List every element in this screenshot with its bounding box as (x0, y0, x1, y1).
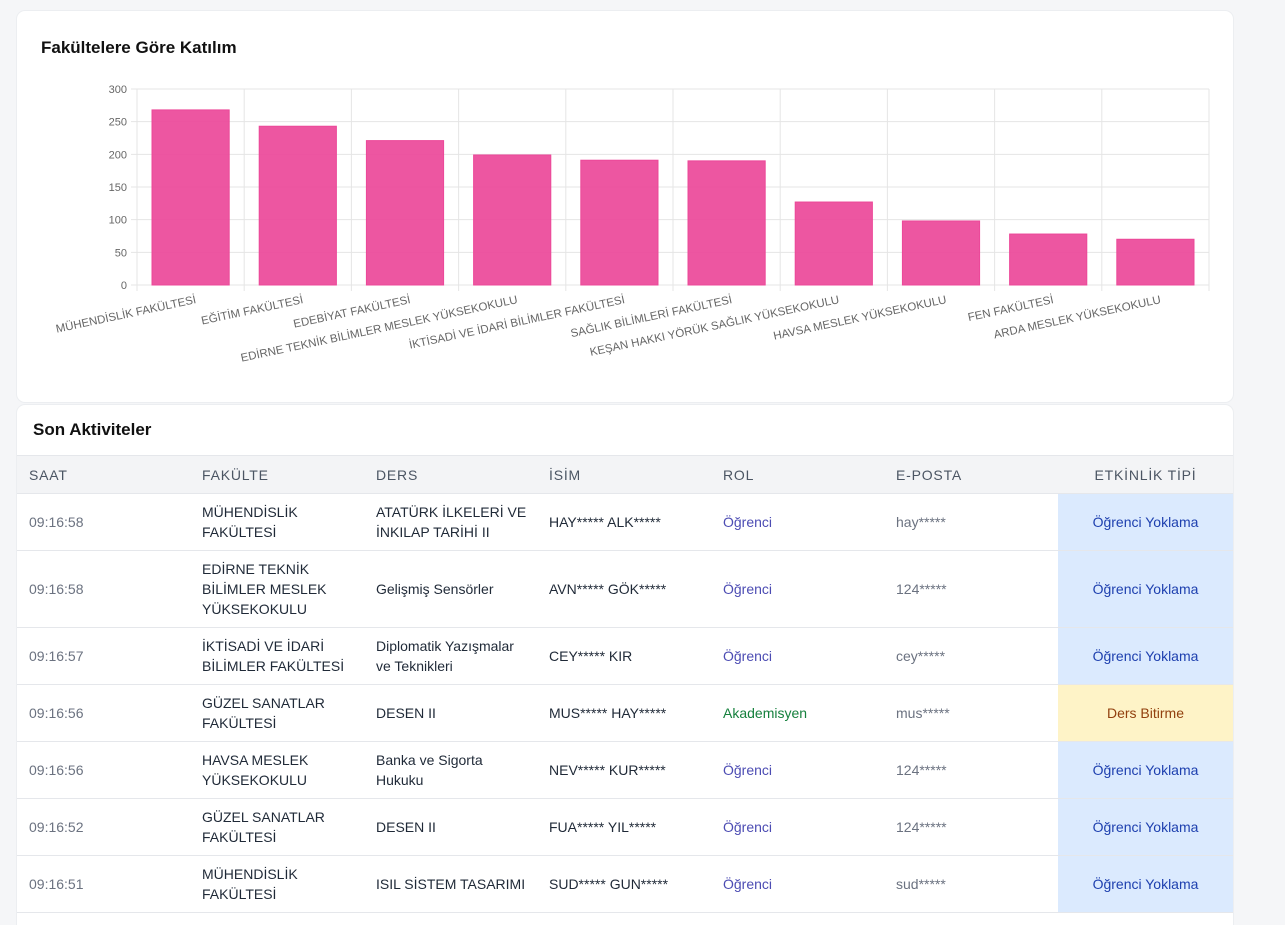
row-activity-type: Öğrenci Yoklama (1058, 550, 1233, 628)
row-email: cey***** (884, 627, 1058, 685)
row-time: 09:16:52 (17, 798, 190, 856)
row-course: DESEN II (364, 798, 537, 856)
x-category-label: MÜHENDİSLİK FAKÜLTESİ (55, 293, 198, 335)
column-header-name[interactable]: İSİM (537, 455, 711, 494)
row-course: Banka ve Sigorta Hukuku (364, 741, 537, 799)
table-row[interactable]: 09:16:58 MÜHENDİSLİK FAKÜLTESİ ATATÜRK İLK… (17, 493, 1233, 551)
row-name: FUA***** YIL***** (537, 798, 711, 856)
row-activity-type: Öğrenci Yoklama (1058, 855, 1233, 913)
row-faculty: MÜHENDİSLİK FAKÜLTESİ (190, 855, 364, 913)
column-header-email[interactable]: E-POSTA (884, 455, 1058, 494)
row-name: SUD***** GUN***** (537, 855, 711, 913)
column-header-role[interactable]: ROL (711, 455, 884, 494)
row-email: hay***** (884, 493, 1058, 551)
row-role: Öğrenci (711, 855, 884, 913)
row-email: 124***** (884, 550, 1058, 628)
x-category-label: HAVSA MESLEK YÜKSEKOKULU (772, 294, 947, 342)
row-role: Öğrenci (711, 798, 884, 856)
row-course: Gelişmiş Sensörler (364, 550, 537, 628)
chart-card: Fakültelere Göre Katılım 0 50 100 150 200 250… (17, 11, 1233, 402)
row-faculty: GÜZEL SANATLAR FAKÜLTESİ (190, 798, 364, 856)
row-faculty: GÜZEL SANATLAR FAKÜLTESİ (190, 684, 364, 742)
activities-table: SAAT FAKÜLTE DERS İSİM ROL E-POSTA ETKİN… (17, 455, 1233, 913)
row-role: Öğrenci (711, 493, 884, 551)
row-faculty: MÜHENDİSLİK FAKÜLTESİ (190, 493, 364, 551)
row-time: 09:16:56 (17, 684, 190, 742)
column-header-time[interactable]: SAAT (17, 455, 190, 494)
row-role: Öğrenci (711, 627, 884, 685)
row-faculty: İKTİSADİ VE İDARİ BİLİMLER FAKÜLTESİ (190, 627, 364, 685)
table-row[interactable]: 09:16:52 GÜZEL SANATLAR FAKÜLTESİ DESEN II… (17, 798, 1233, 856)
table-row[interactable]: 09:16:56 GÜZEL SANATLAR FAKÜLTESİ DESEN II… (17, 684, 1233, 742)
y-tick-label: 0 (121, 280, 127, 292)
bar (687, 160, 766, 286)
bar (794, 201, 873, 286)
row-time: 09:16:58 (17, 550, 190, 628)
row-faculty: HAVSA MESLEK YÜKSEKOKULU (190, 741, 364, 799)
row-time: 09:16:57 (17, 627, 190, 685)
participation-bar-chart: 0 50 100 150 200 250 300 MÜHENDİSLİK FAKÜLTESİ E… (55, 84, 1210, 365)
bar (580, 159, 659, 286)
row-time: 09:16:58 (17, 493, 190, 551)
row-name: NEV***** KUR***** (537, 741, 711, 799)
row-faculty: EDİRNE TEKNİK BİLİMLER MESLEK YÜKSEKOKUL… (190, 550, 364, 628)
row-email: mus***** (884, 684, 1058, 742)
y-tick-label: 250 (109, 117, 127, 129)
y-tick-label: 300 (109, 84, 127, 96)
row-role: Öğrenci (711, 550, 884, 628)
row-email: sud***** (884, 855, 1058, 913)
bar (365, 140, 445, 286)
table-row[interactable]: 09:16:57 İKTİSADİ VE İDARİ BİLİMLER FAKÜL… (17, 627, 1233, 685)
table-row[interactable]: 09:16:51 MÜHENDİSLİK FAKÜLTESİ ISIL SİSTEM… (17, 855, 1233, 913)
row-course: ATATÜRK İLKELERİ VE İNKILAP TARİHİ II (364, 493, 537, 551)
column-header-course[interactable]: DERS (364, 455, 537, 494)
table-row[interactable]: 09:16:58 EDİRNE TEKNİK BİLİMLER MESLEK YÜ… (17, 550, 1233, 628)
column-header-faculty[interactable]: FAKÜLTE (190, 455, 364, 494)
row-time: 09:16:51 (17, 855, 190, 913)
y-tick-label: 50 (115, 247, 127, 259)
row-email: 124***** (884, 741, 1058, 799)
bar (151, 109, 230, 286)
row-activity-type: Öğrenci Yoklama (1058, 627, 1233, 685)
activities-card: Son Aktiviteler SAAT FAKÜLTE DERS İSİM R… (17, 405, 1233, 925)
row-activity-type: Öğrenci Yoklama (1058, 741, 1233, 799)
row-name: HAY***** ALK***** (537, 493, 711, 551)
y-tick-label: 100 (109, 215, 127, 227)
row-activity-type: Ders Bitirme (1058, 684, 1233, 742)
table-body: 09:16:58 MÜHENDİSLİK FAKÜLTESİ ATATÜRK İLK… (17, 493, 1233, 913)
row-activity-type: Öğrenci Yoklama (1058, 798, 1233, 856)
row-course: ISIL SİSTEM TASARIMI (364, 855, 537, 913)
y-tick-label: 200 (109, 149, 127, 161)
row-name: MUS***** HAY***** (537, 684, 711, 742)
bar (473, 154, 552, 286)
bar (901, 220, 981, 286)
bar (1116, 238, 1195, 286)
table-header: SAAT FAKÜLTE DERS İSİM ROL E-POSTA ETKİN… (17, 455, 1233, 494)
table-row[interactable]: 09:16:56 HAVSA MESLEK YÜKSEKOKULU Banka ve… (17, 741, 1233, 799)
y-tick-label: 150 (109, 182, 127, 194)
column-header-activity-type[interactable]: ETKİNLİK TİPİ (1058, 455, 1233, 494)
row-email: 124***** (884, 798, 1058, 856)
row-activity-type: Öğrenci Yoklama (1058, 493, 1233, 551)
row-role: Akademisyen (711, 684, 884, 742)
row-role: Öğrenci (711, 741, 884, 799)
row-name: AVN***** GÖK***** (537, 550, 711, 628)
bar (1009, 233, 1088, 286)
row-course: Diplomatik Yazışmalar ve Teknikleri (364, 627, 537, 685)
row-time: 09:16:56 (17, 741, 190, 799)
row-name: CEY***** KIR (537, 627, 711, 685)
x-category-label: EĞİTİM FAKÜLTESİ (200, 293, 304, 327)
activities-title: Son Aktiviteler (33, 420, 152, 439)
row-course: DESEN II (364, 684, 537, 742)
chart-title: Fakültelere Göre Katılım (41, 38, 237, 57)
bar (258, 125, 337, 286)
